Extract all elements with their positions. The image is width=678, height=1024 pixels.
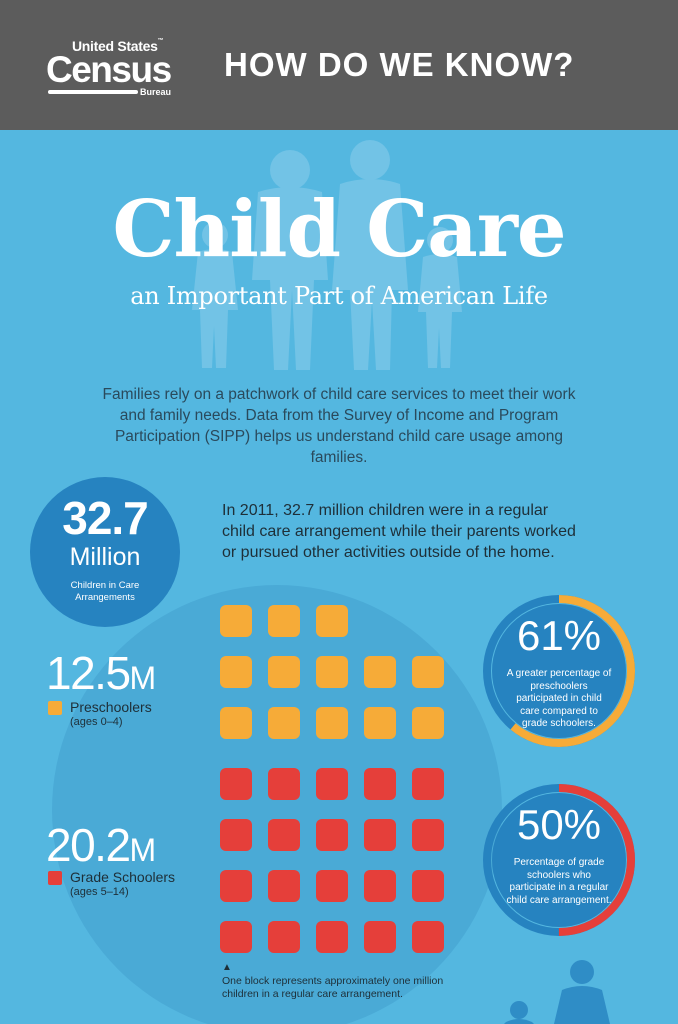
preschoolers-unit: M xyxy=(129,660,157,696)
preschoolers-label: Preschoolers xyxy=(70,699,152,715)
main-title: Child Care xyxy=(112,184,566,275)
preschooler-block xyxy=(316,656,348,688)
preschooler-block xyxy=(412,707,444,739)
total-caption: Children in Care Arrangements xyxy=(70,580,140,603)
grade-schoolers-percent-circle: 50% Percentage of grade schoolers who pa… xyxy=(482,783,636,937)
grade-schooler-block xyxy=(412,819,444,851)
preschoolers-percent-circle: 61% A greater percentage of preschoolers… xyxy=(482,594,636,748)
note-arrow-icon: ▲ xyxy=(222,962,232,973)
preschoolers-percent-desc: A greater percentage of preschoolers par… xyxy=(506,668,612,729)
preschooler-block xyxy=(412,656,444,688)
census-logo[interactable]: United States™ Census Bureau xyxy=(46,30,186,100)
logo-line1: United States™ xyxy=(72,38,164,54)
preschooler-block xyxy=(220,656,252,688)
preschooler-block xyxy=(364,656,396,688)
preschoolers-ages: (ages 0–4) xyxy=(70,716,123,728)
preschooler-block xyxy=(268,605,300,637)
grade-schooler-block xyxy=(268,870,300,902)
preschoolers-legend-swatch xyxy=(48,701,62,715)
grade-schoolers-value: 20.2 xyxy=(46,819,131,871)
grade-schoolers-percent-value: 50% xyxy=(516,801,602,848)
grade-schooler-block xyxy=(364,921,396,953)
preschooler-block xyxy=(316,707,348,739)
grade-schooler-block xyxy=(412,921,444,953)
grade-schooler-block xyxy=(316,768,348,800)
preschooler-block xyxy=(220,707,252,739)
total-number: 32.7 xyxy=(62,492,149,544)
logo-line2: Census xyxy=(46,49,172,90)
grade-schooler-block xyxy=(220,768,252,800)
grade-schooler-block xyxy=(220,870,252,902)
lead-paragraph: In 2011, 32.7 million children were in a… xyxy=(222,502,576,561)
grade-schooler-block xyxy=(268,819,300,851)
total-unit: Million xyxy=(69,543,141,571)
footnote: One block represents approximately one m… xyxy=(222,975,444,1000)
intro-paragraph: Families rely on a patchwork of child ca… xyxy=(102,386,576,466)
preschoolers-percent-value: 61% xyxy=(516,612,602,659)
grade-schoolers-stat: 20.2M xyxy=(46,818,157,872)
logo-underline xyxy=(48,90,138,94)
grade-schooler-block xyxy=(364,768,396,800)
parent-child-silhouette-icon xyxy=(504,960,610,1024)
logo-line3: Bureau xyxy=(140,87,172,97)
total-circle: 32.7 Million Children in Care Arrangemen… xyxy=(30,477,180,627)
preschooler-block xyxy=(316,605,348,637)
preschoolers-value: 12.5 xyxy=(46,647,131,699)
subtitle: an Important Part of American Life xyxy=(130,282,548,310)
preschoolers-percent-disc xyxy=(492,604,626,738)
grade-schoolers-percent-desc: Percentage of grade schoolers who partic… xyxy=(506,857,612,906)
grade-schoolers-percent-ring xyxy=(483,784,635,936)
logo-trademark: ™ xyxy=(157,38,164,44)
grade-schooler-block xyxy=(412,768,444,800)
grade-schooler-block xyxy=(316,819,348,851)
preschooler-block xyxy=(268,707,300,739)
preschoolers-stat: 12.5M xyxy=(46,646,157,700)
grade-schooler-block xyxy=(412,870,444,902)
grade-schooler-block xyxy=(220,921,252,953)
preschooler-block xyxy=(364,707,396,739)
grade-schoolers-legend-swatch xyxy=(48,871,62,885)
preschoolers-percent-ring xyxy=(483,595,635,747)
grade-schoolers-percent-disc xyxy=(492,793,626,927)
grade-schooler-block xyxy=(364,870,396,902)
grade-schoolers-unit: M xyxy=(129,832,157,868)
preschooler-block xyxy=(220,605,252,637)
header-title: HOW DO WE KNOW? xyxy=(224,46,575,83)
header: United States™ Census Bureau HOW DO WE K… xyxy=(0,0,678,130)
grade-schooler-block xyxy=(316,870,348,902)
grade-schooler-block xyxy=(316,921,348,953)
grade-schooler-block xyxy=(220,819,252,851)
preschooler-block xyxy=(268,656,300,688)
grade-schooler-block xyxy=(268,921,300,953)
grade-schooler-block xyxy=(268,768,300,800)
grade-schoolers-ages: (ages 5–14) xyxy=(70,886,129,898)
grade-schooler-block xyxy=(364,819,396,851)
family-silhouette-icon xyxy=(192,140,462,370)
grade-schoolers-label: Grade Schoolers xyxy=(70,869,176,885)
